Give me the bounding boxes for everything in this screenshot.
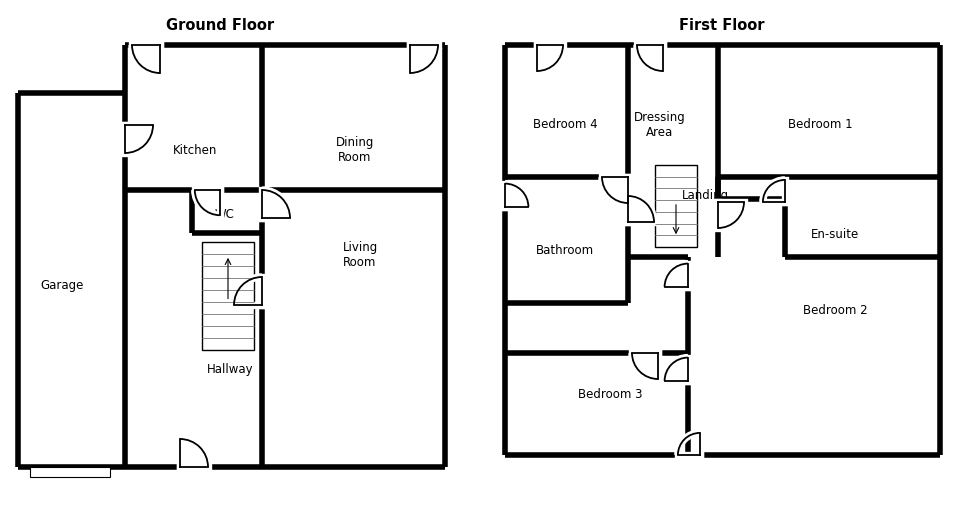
Text: Landing: Landing bbox=[681, 188, 728, 201]
Bar bbox=[202, 242, 254, 350]
Text: Bedroom 1: Bedroom 1 bbox=[788, 119, 853, 131]
Text: First Floor: First Floor bbox=[679, 18, 764, 33]
Text: Bedroom 3: Bedroom 3 bbox=[578, 388, 642, 401]
Text: Kitchen: Kitchen bbox=[172, 143, 218, 157]
Bar bbox=[30, 467, 110, 477]
Bar bbox=[655, 165, 697, 247]
Text: Bathroom: Bathroom bbox=[536, 243, 594, 257]
Text: Ground Floor: Ground Floor bbox=[166, 18, 274, 33]
Text: Hallway: Hallway bbox=[207, 364, 253, 377]
Text: Living
Room: Living Room bbox=[342, 241, 377, 269]
Text: Bedroom 4: Bedroom 4 bbox=[533, 119, 598, 131]
Text: Garage: Garage bbox=[40, 278, 83, 291]
Text: Bedroom 2: Bedroom 2 bbox=[803, 304, 867, 317]
Text: Dressing
Area: Dressing Area bbox=[634, 111, 686, 139]
Text: WC: WC bbox=[215, 209, 235, 222]
Text: Dining
Room: Dining Room bbox=[336, 136, 374, 164]
Text: En-suite: En-suite bbox=[810, 228, 859, 241]
